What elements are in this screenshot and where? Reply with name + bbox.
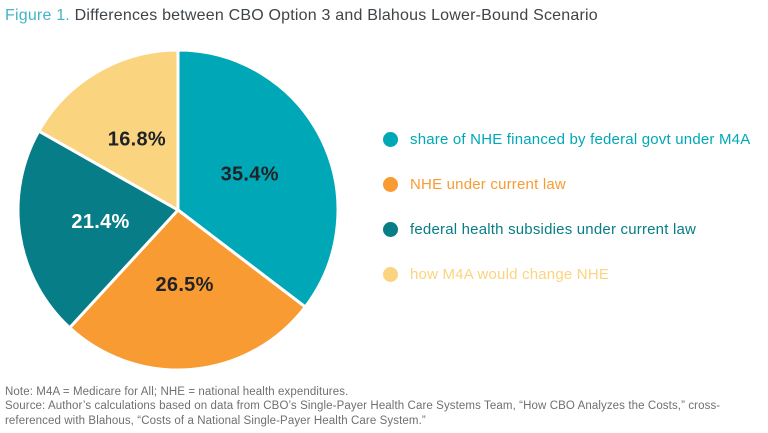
legend-item-2: NHE under current law (383, 175, 750, 193)
pie-slice-4 (37, 48, 180, 212)
legend-dot-icon (383, 266, 398, 282)
figure-title-text: Differences between CBO Option 3 and Bla… (74, 7, 598, 24)
legend-item-label: NHE under current law (410, 175, 566, 193)
chart-legend: share of NHE financed by federal govt un… (383, 130, 750, 283)
legend-item-label: share of NHE financed by federal govt un… (410, 130, 751, 148)
pie-slice-1 (176, 48, 340, 309)
legend-item-3: federal health subsidies under current l… (383, 220, 750, 238)
note-text: Note: M4A = Medicare for All; NHE = nati… (5, 386, 349, 398)
legend-item-label: how M4A would change NHE (410, 265, 610, 283)
legend-dot-icon (383, 221, 398, 237)
pie-slice-value-label: 35.4% (221, 164, 279, 186)
legend-dot-icon (383, 176, 398, 192)
footnotes: Note: M4A = Medicare for All; NHE = nati… (5, 385, 757, 428)
legend-item-1: share of NHE financed by federal govt un… (383, 130, 750, 148)
legend-item-label: federal health subsidies under current l… (410, 220, 697, 238)
pie-slice-value-label: 21.4% (71, 211, 129, 233)
figure-number-label: Figure 1. (5, 7, 70, 24)
legend-item-4: how M4A would change NHE (383, 265, 750, 283)
pie-slice-value-label: 16.8% (108, 129, 166, 151)
pie-slice-3 (16, 129, 180, 330)
source-text: Source: Author’s calculations based on d… (5, 400, 721, 427)
figure-title: Figure 1. Differences between CBO Option… (5, 7, 598, 25)
pie-slice-value-label: 26.5% (155, 274, 213, 296)
pie-chart: 35.4% 26.5% 21.4% 16.8% (16, 48, 340, 372)
pie-slice-2 (68, 208, 307, 372)
legend-dot-icon (383, 131, 398, 147)
